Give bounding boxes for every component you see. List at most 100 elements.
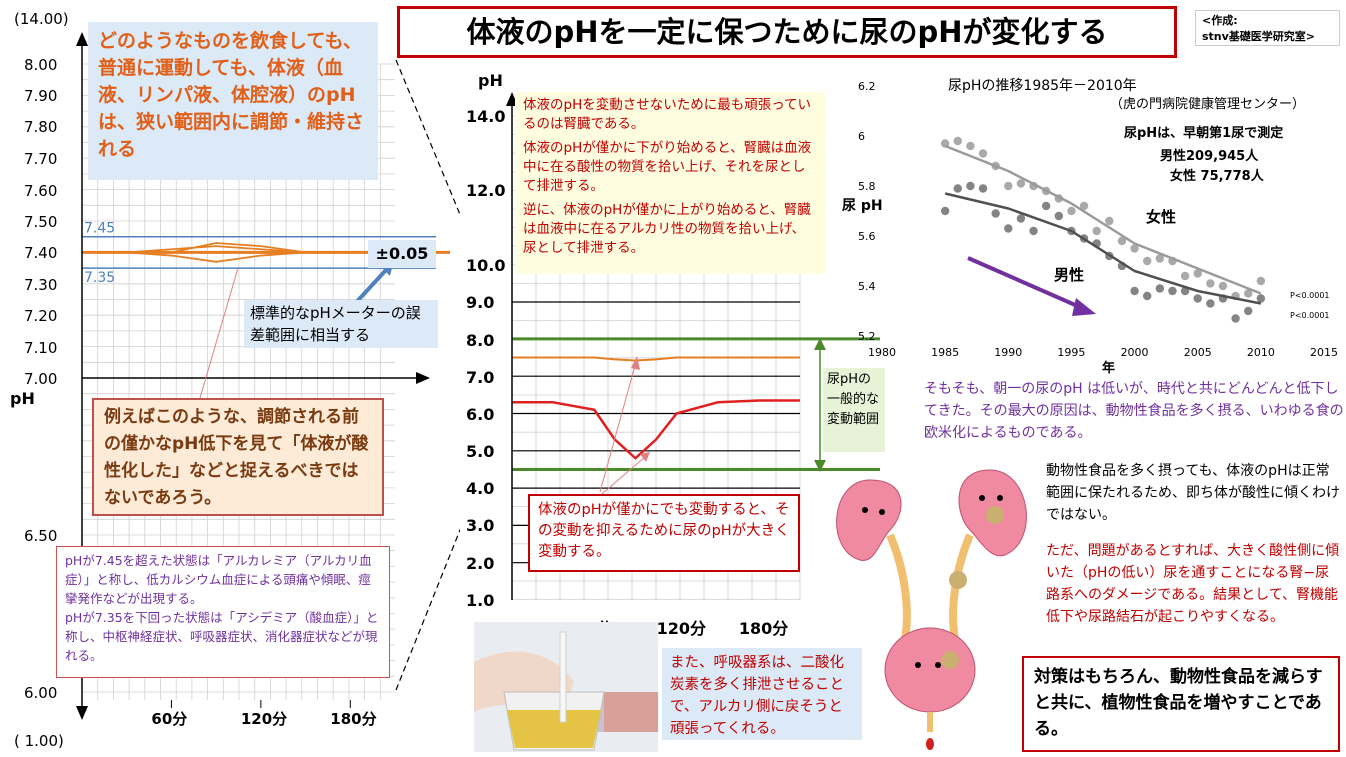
body-ph-y-label: pH xyxy=(10,389,35,408)
body-ph-line xyxy=(82,251,395,263)
trend-axes: 1980 1985 1990 1995 2000 2005 2010 2015 6.2 6 5.8 5… xyxy=(858,80,1338,359)
countermeasure-note: 対策はもちろん、動物性食品を減らすと共に、植物性食品を増やすことである。 xyxy=(1022,656,1340,752)
urine-ph-line xyxy=(512,399,800,460)
data-point xyxy=(991,209,1000,218)
y-tick-label: 6.0 xyxy=(466,405,494,424)
body-ph-y-ticks: (14.00) 8.00 7.90 7.80 7.70 7.60 7.50 7.40 7.30 7… xyxy=(14,10,69,750)
y-tick-label: 7.30 xyxy=(24,276,57,294)
x-tick-label: 2015 xyxy=(1310,346,1338,359)
data-point xyxy=(1029,226,1038,236)
y-tick-label: 2.0 xyxy=(466,554,494,573)
y-tick-label: 7.70 xyxy=(24,150,57,168)
y-tick-label: ( 1.00) xyxy=(14,732,64,750)
data-point xyxy=(1180,271,1190,281)
x-tick-label: 1985 xyxy=(931,346,959,359)
trend-count-female: 女性 75,778人 xyxy=(1170,168,1265,184)
data-point xyxy=(1117,236,1127,246)
data-point xyxy=(953,136,962,146)
data-point xyxy=(1004,181,1013,191)
data-point xyxy=(1067,206,1076,216)
data-point xyxy=(1092,226,1101,236)
data-point xyxy=(1016,179,1026,188)
alkalemia-acidemia-note: pHが7.45を超えた状態は「アルカレミア（アルカリ血症）」と称し、低カルシウム… xyxy=(56,546,390,678)
y-tick-label: 10.0 xyxy=(466,256,505,275)
data-point xyxy=(1155,284,1165,293)
trend-note: 尿pHは、早朝第1尿で測定 xyxy=(1124,125,1283,141)
reference-line-label: 7.45 xyxy=(84,221,115,237)
x-tick-label: 120分 xyxy=(241,710,287,728)
kidney-note-1: 体液のpHを変動させないために最も頑張っているのは腎臓である。 xyxy=(523,97,812,132)
y-tick-label: 7.10 xyxy=(24,339,57,357)
data-point xyxy=(953,184,962,193)
y-tick-label: 5.0 xyxy=(466,442,494,461)
data-point xyxy=(1218,281,1228,291)
y-tick-label: 6 xyxy=(858,130,865,143)
y-tick-label: 1.0 xyxy=(466,591,494,610)
data-point xyxy=(1130,286,1139,296)
trend-p-value-1: P<0.0001 xyxy=(1290,291,1330,300)
data-point xyxy=(966,181,975,191)
trend-count-male: 男性209,945人 xyxy=(1160,148,1259,164)
y-tick-label: 5.8 xyxy=(858,180,876,193)
y-tick-label: (14.00) xyxy=(14,10,69,28)
trend-series-label-male: 男性 xyxy=(1054,266,1084,284)
data-point xyxy=(1105,216,1114,226)
x-tick-label: 2000 xyxy=(1121,346,1149,359)
data-point xyxy=(1079,201,1089,211)
y-tick-label: 3.0 xyxy=(466,516,494,535)
y-tick-label: 12.0 xyxy=(466,181,505,200)
y-tick-label: 6.50 xyxy=(24,527,57,545)
y-tick-label: 7.50 xyxy=(24,213,57,231)
body-ph-reference-lines: 7.45 7.35 xyxy=(82,221,436,286)
x-tick-label: 120分 xyxy=(657,619,706,638)
urine-ph-y-label: pH xyxy=(478,71,503,90)
reference-line-label: 7.35 xyxy=(84,270,115,286)
x-tick-label: 180分 xyxy=(330,710,376,728)
data-point xyxy=(1231,314,1240,323)
data-point xyxy=(1206,299,1215,308)
ph-meter-note: 標準的なpHメーターの誤差範囲に相当する xyxy=(244,300,438,348)
urine-ph-range-band xyxy=(512,337,880,471)
trend-series-label-female: 女性 xyxy=(1146,208,1176,226)
trend-x-label: 年 xyxy=(1102,360,1115,376)
y-tick-label: 7.20 xyxy=(24,307,57,325)
y-tick-label: 7.40 xyxy=(24,244,57,262)
misinterpretation-note: 例えばこのような、調節される前の僅かなpH低下を見て「体液が酸性化した」などと捉… xyxy=(92,398,384,516)
kidney-illustration xyxy=(836,469,1027,750)
respiratory-note: また、呼吸器系は、二酸化炭素を多く排泄させることで、アルカリ側に戻そうと頑張って… xyxy=(662,648,862,740)
y-tick-label: 7.80 xyxy=(24,118,57,136)
x-tick-label: 1995 xyxy=(1057,346,1085,359)
data-point xyxy=(1206,279,1215,288)
y-tick-label: 14.0 xyxy=(466,107,505,126)
x-tick-label: 180分 xyxy=(739,619,788,638)
y-tick-label: 5.4 xyxy=(858,280,876,293)
kidney-note-2: 体液のpHが僅かに下がり始めると、腎臓は血液中に在る酸性の物質を拾い上げ、それを… xyxy=(523,140,812,194)
y-tick-label: 7.60 xyxy=(24,182,57,200)
trend-line xyxy=(944,144,1262,295)
trend-points xyxy=(940,136,1266,323)
x-tick-label: 1980 xyxy=(868,346,896,359)
y-tick-label: 9.0 xyxy=(466,293,494,312)
data-point xyxy=(1155,254,1165,263)
data-point xyxy=(1244,306,1253,316)
page-title: 体液のpHを一定に保つために尿のpHが変化する xyxy=(397,6,1177,58)
urine-variation-note: 体液のpHが僅かにでも変動すると、その変動を抑えるために尿のpHが大きく変動する… xyxy=(528,494,800,572)
body-ph-explanation: 動物性食品を多く摂っても、体液のpHは正常範囲に保たれるため、即ち体が酸性に傾く… xyxy=(1046,463,1340,523)
trend-y-label: 尿 pH xyxy=(842,198,883,214)
y-tick-label: 8.0 xyxy=(466,331,494,350)
data-point xyxy=(1256,294,1266,303)
urine-ph-y-ticks: 14.0 12.0 10.0 9.0 8.0 7.0 6.0 5.0 4.0 3.0 2.0 1.0 xyxy=(466,107,505,610)
trend-title: 尿pHの推移1985年－2010年 xyxy=(948,78,1137,94)
data-point xyxy=(1193,294,1202,303)
y-tick-label: 6.00 xyxy=(24,684,57,702)
y-tick-label: 7.90 xyxy=(24,87,57,105)
y-tick-label: 6.2 xyxy=(858,80,876,93)
data-point xyxy=(966,141,975,151)
error-range-label: ±0.05 xyxy=(368,240,436,268)
trend-explanation: そもそも、朝一の尿のpH は低いが、時代と共にどんどんと低下してきた。その最大の… xyxy=(924,381,1344,441)
data-point xyxy=(1256,276,1266,286)
y-tick-label: 7.0 xyxy=(466,368,494,387)
x-tick-label: 1990 xyxy=(994,346,1022,359)
urine-range-label: 尿pHの一般的な変動範囲 xyxy=(823,368,885,452)
y-tick-label: 7.00 xyxy=(24,370,57,388)
